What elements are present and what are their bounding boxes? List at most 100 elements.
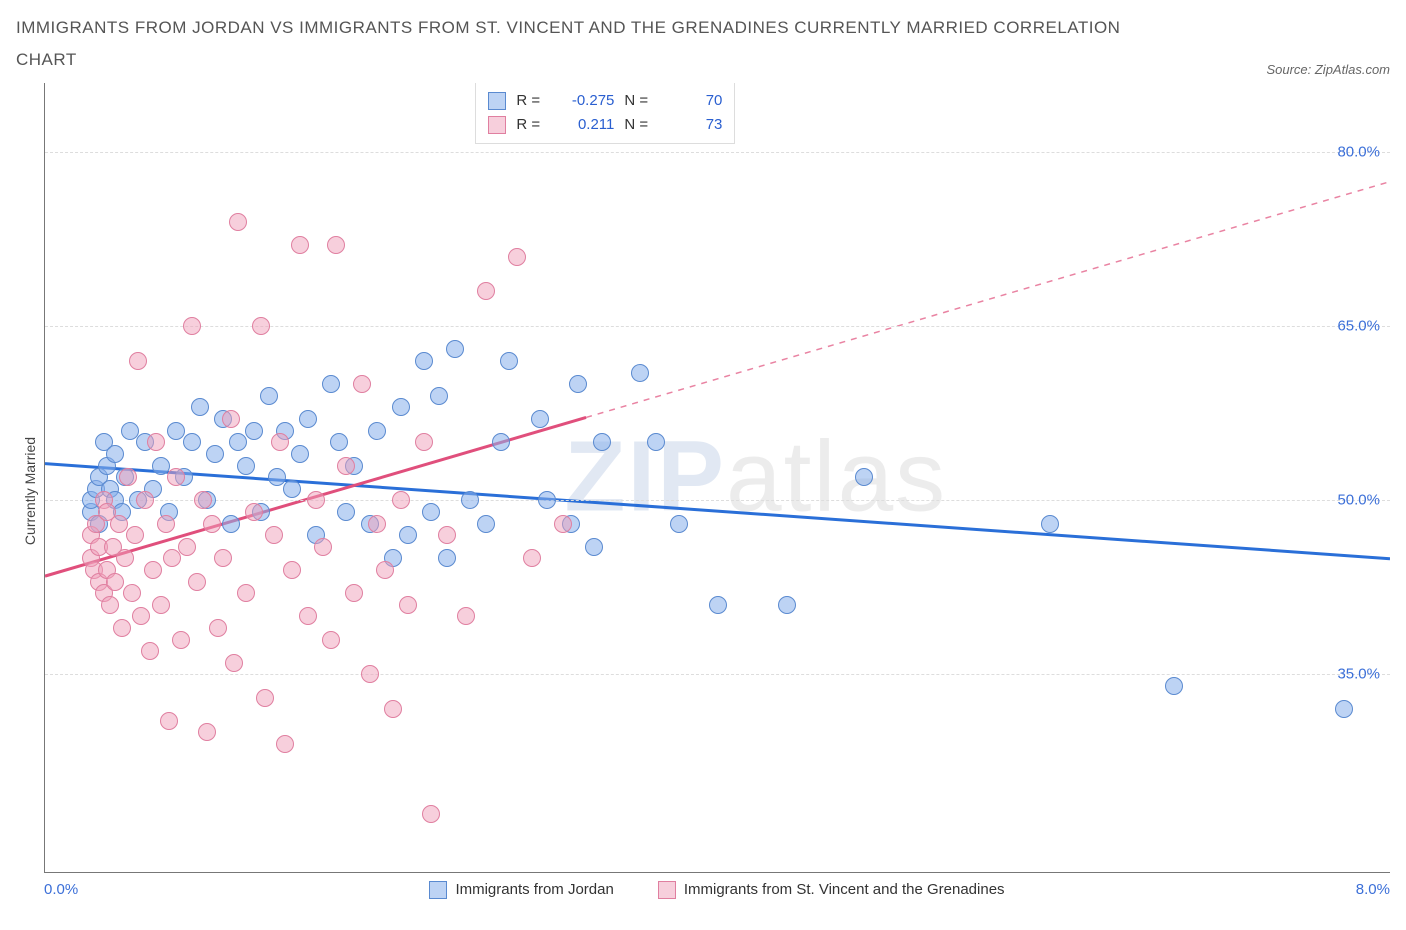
gridline (45, 500, 1390, 501)
data-point-svg (209, 619, 227, 637)
watermark-zip: ZIP (564, 421, 726, 533)
plot-area: ZIPatlas R = -0.275 N = 70 R = 0.211 N =… (44, 83, 1390, 873)
data-point-svg (178, 538, 196, 556)
data-point-jordan (585, 538, 603, 556)
data-point-jordan (268, 468, 286, 486)
data-point-svg (136, 491, 154, 509)
x-tick (1174, 872, 1175, 873)
data-point-svg (314, 538, 332, 556)
data-point-svg (457, 607, 475, 625)
data-point-svg (422, 805, 440, 823)
bottom-legend: 0.0% Immigrants from Jordan Immigrants f… (44, 881, 1390, 899)
data-point-jordan (422, 503, 440, 521)
data-point-svg (113, 619, 131, 637)
data-point-jordan (569, 375, 587, 393)
data-point-jordan (330, 433, 348, 451)
stats-legend: R = -0.275 N = 70 R = 0.211 N = 73 (475, 83, 735, 144)
legend-label-svg: Immigrants from St. Vincent and the Gren… (684, 881, 1005, 898)
data-point-svg (188, 573, 206, 591)
data-point-jordan (500, 352, 518, 370)
data-point-jordan (709, 596, 727, 614)
data-point-jordan (593, 433, 611, 451)
watermark: ZIPatlas (564, 420, 947, 535)
data-point-jordan (106, 445, 124, 463)
data-point-svg (291, 236, 309, 254)
data-point-svg (399, 596, 417, 614)
data-point-svg (337, 457, 355, 475)
data-point-svg (299, 607, 317, 625)
data-point-svg (163, 549, 181, 567)
data-point-jordan (631, 364, 649, 382)
y-tick-label: 50.0% (1337, 492, 1380, 509)
data-point-jordan (538, 491, 556, 509)
gridline (45, 152, 1390, 153)
data-point-jordan (183, 433, 201, 451)
data-point-jordan (260, 387, 278, 405)
data-point-svg (477, 282, 495, 300)
x-tick (401, 872, 402, 873)
y-tick-label: 35.0% (1337, 666, 1380, 683)
data-point-svg (327, 236, 345, 254)
watermark-atlas: atlas (726, 421, 947, 533)
y-tick-label: 65.0% (1337, 318, 1380, 335)
data-point-svg (132, 607, 150, 625)
data-point-svg (157, 515, 175, 533)
data-point-svg (203, 515, 221, 533)
data-point-svg (245, 503, 263, 521)
data-point-jordan (446, 340, 464, 358)
data-point-jordan (191, 398, 209, 416)
legend-item-jordan: Immigrants from Jordan (429, 881, 613, 899)
data-point-jordan (392, 398, 410, 416)
data-point-svg (119, 468, 137, 486)
data-point-svg (214, 549, 232, 567)
data-point-jordan (206, 445, 224, 463)
data-point-jordan (430, 387, 448, 405)
y-axis-label-col: Currently Married (16, 83, 44, 899)
x-tick (91, 872, 92, 873)
data-point-svg (376, 561, 394, 579)
data-point-jordan (415, 352, 433, 370)
x-tick (246, 872, 247, 873)
r-value-jordan: -0.275 (554, 89, 614, 113)
data-point-svg (554, 515, 572, 533)
data-point-jordan (438, 549, 456, 567)
swatch-jordan (429, 881, 447, 899)
chart: Currently Married ZIPatlas R = -0.275 N … (16, 83, 1390, 899)
n-label: N = (624, 113, 652, 137)
chart-title: IMMIGRANTS FROM JORDAN VS IMMIGRANTS FRO… (16, 12, 1166, 77)
gridline (45, 326, 1390, 327)
r-label: R = (516, 89, 544, 113)
data-point-svg (144, 561, 162, 579)
data-point-svg (101, 596, 119, 614)
data-point-svg (368, 515, 386, 533)
data-point-svg (183, 317, 201, 335)
x-min-label: 0.0% (44, 881, 78, 898)
data-point-svg (353, 375, 371, 393)
stats-row-svg: R = 0.211 N = 73 (488, 113, 722, 137)
data-point-jordan (778, 596, 796, 614)
data-point-jordan (322, 375, 340, 393)
data-point-svg (361, 665, 379, 683)
data-point-jordan (1041, 515, 1059, 533)
data-point-jordan (461, 491, 479, 509)
data-point-svg (225, 654, 243, 672)
gridline (45, 674, 1390, 675)
data-point-svg (345, 584, 363, 602)
data-point-jordan (222, 515, 240, 533)
data-point-svg (384, 700, 402, 718)
data-point-jordan (299, 410, 317, 428)
data-point-svg (307, 491, 325, 509)
data-point-jordan (1335, 700, 1353, 718)
data-point-svg (392, 491, 410, 509)
data-point-jordan (647, 433, 665, 451)
swatch-jordan (488, 92, 506, 110)
legend-item-svg: Immigrants from St. Vincent and the Gren… (658, 881, 1005, 899)
data-point-svg (152, 596, 170, 614)
data-point-jordan (1165, 677, 1183, 695)
data-point-svg (123, 584, 141, 602)
n-value-svg: 73 (662, 113, 722, 137)
data-point-svg (106, 573, 124, 591)
data-point-svg (508, 248, 526, 266)
trend-lines-svg (45, 83, 1390, 872)
data-point-jordan (670, 515, 688, 533)
